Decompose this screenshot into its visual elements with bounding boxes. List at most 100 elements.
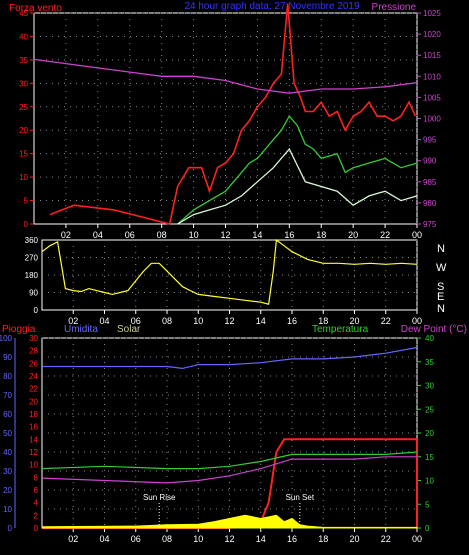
compass-e: E bbox=[437, 291, 444, 303]
panel-2-pioggia-tick-label: 16 bbox=[29, 423, 38, 432]
panel-0-xtick-label: 04 bbox=[93, 230, 103, 240]
panel-2-temp-tick-label: 35 bbox=[425, 358, 434, 367]
panel-2-series-1 bbox=[42, 346, 418, 370]
panel-2-temp-tick-label: 0 bbox=[425, 524, 430, 533]
panel-2-umidita-tick-label: 90 bbox=[3, 353, 12, 362]
panel-2-pioggia-tick-label: 24 bbox=[29, 372, 38, 381]
compass-w: W bbox=[436, 262, 447, 274]
panel-2-pioggia-tick-label: 8 bbox=[34, 473, 39, 482]
panel-2-pioggia-tick-label: 12 bbox=[29, 448, 38, 457]
panel-0-series-3 bbox=[33, 58, 418, 94]
compass-n-bottom: N bbox=[437, 303, 445, 315]
panel-1-xtick-label: 20 bbox=[349, 316, 359, 326]
panel-1-xtick-label: 08 bbox=[162, 316, 172, 326]
panel-2-xtick-label: 20 bbox=[349, 534, 359, 544]
panel-0-xtick-label: 10 bbox=[189, 230, 199, 240]
panel-1-xtick-label: 10 bbox=[193, 316, 203, 326]
panel-2-xtick-label: 12 bbox=[224, 534, 234, 544]
compass-s: S bbox=[437, 281, 444, 293]
panel-2-umidita-tick-label: 100 bbox=[0, 334, 13, 343]
panel-2-series-2 bbox=[41, 451, 418, 470]
panel-0-xtick-label: 14 bbox=[252, 230, 262, 240]
dewpoint-label: Dew Point (°C) bbox=[401, 324, 467, 335]
sunset-label: Sun Set bbox=[286, 493, 315, 502]
panel-0-y2tick-label: 1010 bbox=[423, 72, 441, 81]
panel-0-ytick-label: 15 bbox=[19, 150, 28, 159]
panel-0-xtick-label: 22 bbox=[380, 230, 390, 240]
panel-0-xtick-label: 00 bbox=[412, 230, 422, 240]
panel-2-pioggia-tick-label: 10 bbox=[29, 461, 38, 470]
panel-2-umidita-tick-label: 20 bbox=[3, 486, 12, 495]
panel-0-ytick-label: 5 bbox=[24, 197, 29, 206]
panel-0-y2tick-label: 1005 bbox=[423, 93, 441, 102]
pioggia-label: Pioggia bbox=[2, 324, 36, 335]
solar-label: Solar bbox=[117, 324, 141, 335]
panel-2-temp-tick-label: 25 bbox=[425, 405, 434, 414]
panel-2-umidita-tick-label: 40 bbox=[3, 448, 12, 457]
panel-2-umidita-tick-label: 70 bbox=[3, 391, 12, 400]
panel-0-y2tick-label: 990 bbox=[423, 157, 437, 166]
panel-2-umidita-tick-label: 50 bbox=[3, 429, 12, 438]
panel-1-xtick-label: 04 bbox=[99, 316, 109, 326]
umidita-label: Umidita bbox=[64, 324, 98, 335]
panel-2-pioggia-tick-label: 26 bbox=[29, 359, 38, 368]
panel-2-temp-tick-label: 20 bbox=[425, 429, 434, 438]
panel-2-umidita-tick-label: 60 bbox=[3, 410, 12, 419]
panel-2-pioggia-tick-label: 28 bbox=[29, 347, 38, 356]
forza-vento-label: Forza vento bbox=[9, 3, 62, 14]
panel-2-xtick-label: 02 bbox=[68, 534, 78, 544]
panel-2-xtick-label: 04 bbox=[99, 534, 109, 544]
chart-date-label: 24 hour graph data: 27 Novembre 2019 bbox=[184, 1, 360, 12]
panel-1-xtick-label: 22 bbox=[381, 316, 391, 326]
panel-1-xtick-label: 18 bbox=[318, 316, 328, 326]
panel-1-series-0 bbox=[41, 238, 418, 305]
panel-0-ytick-label: 45 bbox=[19, 9, 28, 18]
panel-2-umidita-tick-label: 10 bbox=[3, 505, 12, 514]
panel-2-xtick-label: 22 bbox=[381, 534, 391, 544]
panel-0-y2tick-label: 1025 bbox=[423, 9, 441, 18]
panel-0-xtick-label: 12 bbox=[220, 230, 230, 240]
panel-1-ytick-label: 0 bbox=[34, 306, 39, 315]
panel-0-xtick-label: 16 bbox=[284, 230, 294, 240]
panel-2-pioggia-tick-label: 20 bbox=[29, 397, 38, 406]
panel-0-ytick-label: 20 bbox=[19, 126, 28, 135]
panel-1-xtick-label: 14 bbox=[256, 316, 266, 326]
panel-0-y2tick-label: 1020 bbox=[423, 30, 441, 39]
panel-2-xtick-label: 00 bbox=[412, 534, 422, 544]
panel-1-ytick-label: 270 bbox=[25, 254, 39, 263]
panel-0-series-2 bbox=[177, 147, 418, 225]
panel-2-xtick-label: 06 bbox=[131, 534, 141, 544]
panel-2-xtick-label: 16 bbox=[287, 534, 297, 544]
panel-2-pioggia-tick-label: 22 bbox=[29, 385, 38, 394]
sunrise-label: Sun Rise bbox=[143, 493, 176, 502]
panel-2-temp-tick-label: 5 bbox=[425, 500, 430, 509]
panel-2-xtick-label: 14 bbox=[256, 534, 266, 544]
panel-2-pioggia-tick-label: 2 bbox=[34, 511, 39, 520]
panel-0-y2tick-label: 975 bbox=[423, 220, 437, 229]
panel-1-xtick-label: 12 bbox=[224, 316, 234, 326]
panel-0-series-1 bbox=[177, 115, 418, 225]
panel-2-pioggia-tick-label: 0 bbox=[34, 524, 39, 533]
panel-0-y2tick-label: 1000 bbox=[423, 115, 441, 124]
panel-0-ytick-label: 10 bbox=[19, 173, 28, 182]
panel-0-ytick-label: 25 bbox=[19, 103, 28, 112]
panel-2-temp-tick-label: 40 bbox=[425, 334, 434, 343]
panel-0-xtick-label: 18 bbox=[316, 230, 326, 240]
compass-n-top: N bbox=[437, 243, 445, 255]
panel-0-ytick-label: 40 bbox=[19, 32, 28, 41]
panel-1-ytick-label: 90 bbox=[29, 289, 38, 298]
panel-2-temp-tick-label: 30 bbox=[425, 382, 434, 391]
panel-2-umidita-tick-label: 0 bbox=[8, 524, 13, 533]
panel-0-ytick-label: 0 bbox=[24, 220, 29, 229]
panel-0-ytick-label: 30 bbox=[19, 79, 28, 88]
panel-2-xtick-label: 10 bbox=[193, 534, 203, 544]
panel-0-y2tick-label: 995 bbox=[423, 136, 437, 145]
panel-2-umidita-tick-label: 30 bbox=[3, 467, 12, 476]
panel-0-y2tick-label: 980 bbox=[423, 199, 437, 208]
panel-2-pioggia-tick-label: 18 bbox=[29, 410, 38, 419]
panel-1-xtick-label: 16 bbox=[287, 316, 297, 326]
panel-0-frame bbox=[33, 12, 418, 225]
temperatura-label: Temperatura bbox=[312, 324, 369, 335]
panel-0-xtick-label: 06 bbox=[125, 230, 135, 240]
